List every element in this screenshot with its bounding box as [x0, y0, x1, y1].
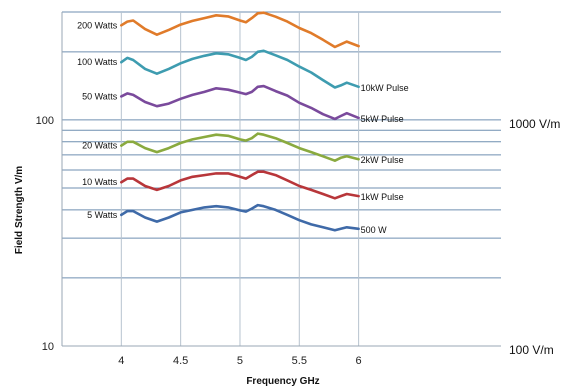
x-tick-label: 4	[118, 355, 124, 367]
series-line	[120, 11, 360, 49]
x-axis-title: Frequency GHz	[246, 376, 319, 387]
series-name-label: 200 Watts	[77, 20, 118, 30]
x-tick-label: 4.5	[173, 355, 188, 367]
series-name-label: 20 Watts	[82, 141, 118, 151]
right-label-1000: 1000 V/m	[509, 117, 560, 131]
series-name-label: 50 Watts	[82, 91, 118, 101]
series-layer: 200 Watts 100 Watts 10kW Pulse 50 Watts 5kW …	[77, 11, 409, 235]
series-end-label: 1kW Pulse	[361, 192, 404, 202]
series-line	[120, 84, 360, 121]
series-end-label: 500 W	[361, 225, 388, 235]
y-tick-label: 10	[42, 341, 54, 353]
tick-layer: 4 4.5 5 5.5 6 100 10	[36, 115, 362, 367]
series-line	[120, 49, 360, 89]
series-line	[120, 132, 360, 162]
y-axis-title: Field Strength V/m	[14, 166, 25, 254]
series-end-label: 10kW Pulse	[361, 83, 409, 93]
x-tick-label: 5	[237, 355, 243, 367]
x-tick-label: 6	[356, 355, 362, 367]
series-line	[120, 170, 360, 200]
right-label-100: 100 V/m	[509, 343, 554, 357]
series-end-label: 5kW Pulse	[361, 114, 404, 124]
x-tick-label: 5.5	[292, 355, 307, 367]
grid-lines	[61, 11, 501, 347]
series-name-label: 10 Watts	[82, 177, 118, 187]
series-line	[120, 203, 360, 232]
series-name-label: 100 Watts	[77, 57, 118, 67]
series-name-label: 5 Watts	[87, 210, 118, 220]
y-tick-label: 100	[36, 115, 54, 127]
series-end-label: 2kW Pulse	[361, 155, 404, 165]
